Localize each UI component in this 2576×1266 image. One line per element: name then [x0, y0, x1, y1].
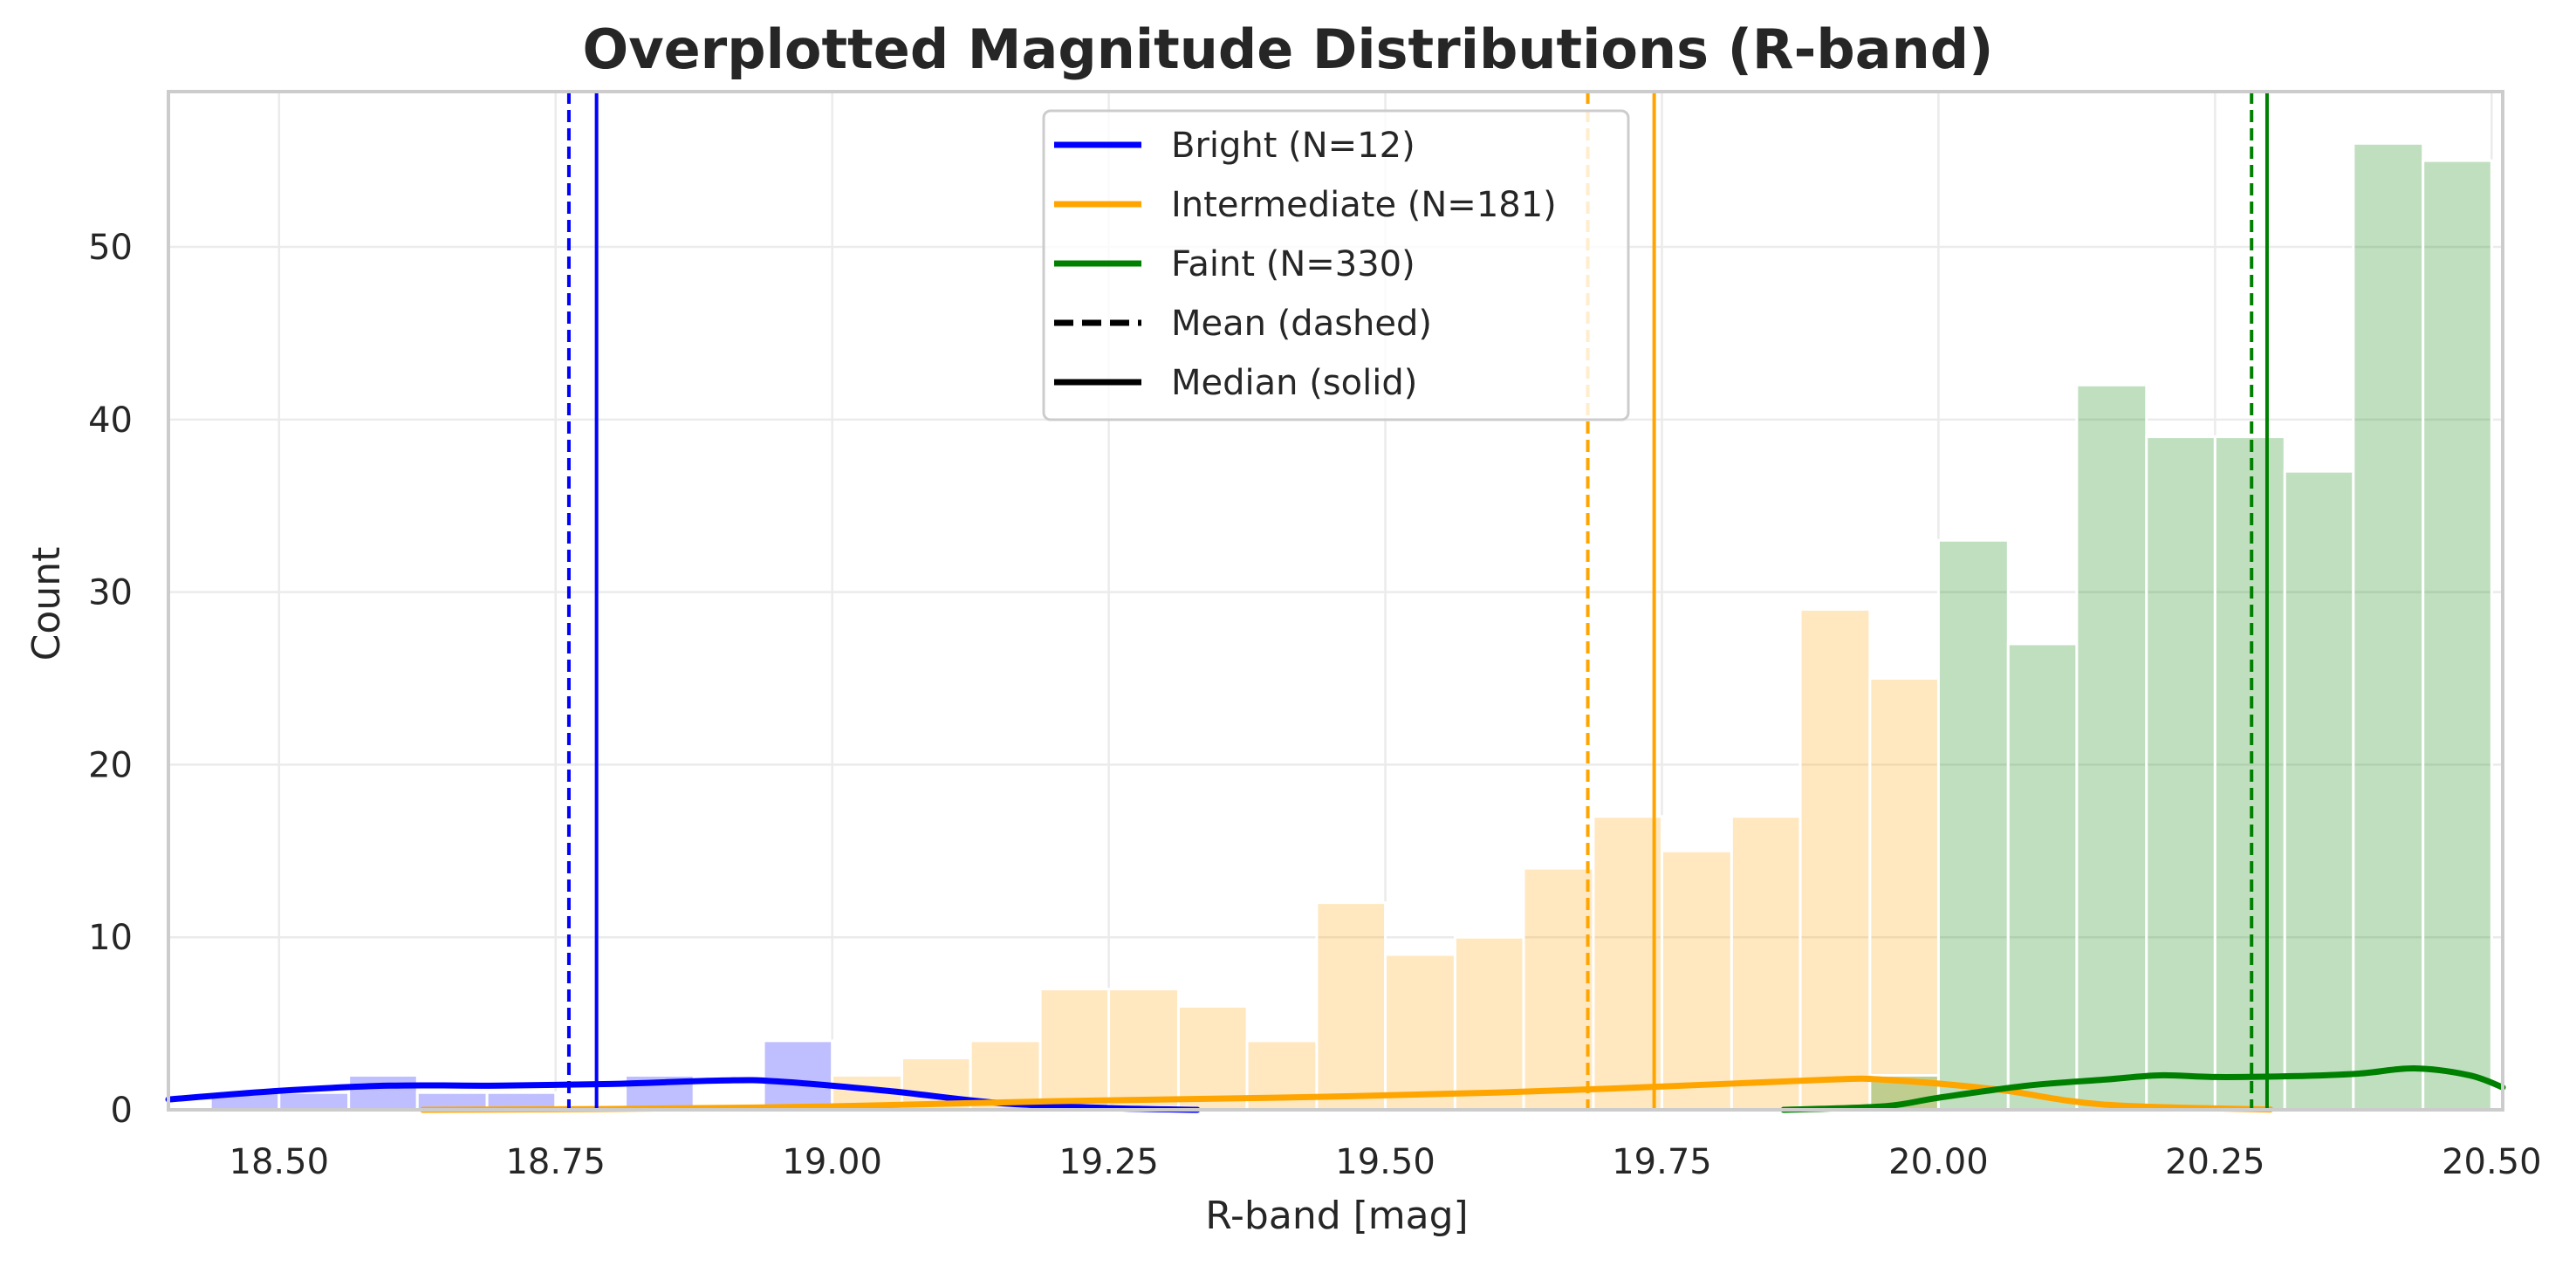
- histogram-bar: [2075, 383, 2148, 1112]
- histogram-bar: [1453, 935, 1525, 1112]
- x-tick-label: 19.50: [1335, 1142, 1435, 1182]
- legend-label: Bright (N=12): [1171, 126, 1415, 166]
- histogram-bar: [1660, 849, 1733, 1112]
- histogram-bar: [1038, 988, 1111, 1112]
- chart-title: Overplotted Magnitude Distributions (R-b…: [583, 17, 1994, 81]
- legend-label: Faint (N=330): [1171, 244, 1415, 284]
- histogram-bar: [1868, 677, 1940, 1112]
- plot-frame: [167, 90, 2504, 1112]
- histogram-bar: [2145, 435, 2216, 1112]
- legend-box: [1042, 109, 1630, 421]
- histogram-bar: [1730, 815, 1802, 1112]
- y-tick-labels: 0 10 20 30 40 50: [88, 228, 133, 1131]
- x-tick-label: 19.25: [1058, 1142, 1159, 1182]
- kde-curve: [1780, 1065, 2506, 1113]
- x-tick-labels: 18.50 18.75 19.00 19.25 19.50 19.75 20.00 20.25…: [230, 1142, 2542, 1182]
- y-tick-label: 10: [88, 918, 133, 958]
- y-axis-label: Count: [24, 547, 69, 661]
- kde-curves: [165, 1065, 2506, 1113]
- x-axis-label: R-band [mag]: [1205, 1194, 1468, 1238]
- legend-label: Intermediate (N=181): [1171, 185, 1557, 225]
- x-tick-label: 20.50: [2442, 1142, 2542, 1182]
- histogram-bar: [2352, 141, 2425, 1112]
- x-tick-label: 19.00: [782, 1142, 882, 1182]
- legend-label: Mean (dashed): [1171, 304, 1432, 344]
- kde-curve: [165, 1077, 1201, 1113]
- x-tick-label: 20.25: [2165, 1142, 2265, 1182]
- histogram-bar: [2422, 159, 2493, 1112]
- x-tick-label: 18.75: [505, 1142, 606, 1182]
- histogram-bar: [277, 1091, 351, 1112]
- x-tick-label: 19.75: [1612, 1142, 1712, 1182]
- histogram-bar: [1384, 953, 1456, 1112]
- legend: Bright (N=12) Intermediate (N=181) Faint (…: [1042, 109, 1630, 421]
- y-tick-label: 0: [111, 1091, 133, 1131]
- x-tick-label: 20.00: [1888, 1142, 1989, 1182]
- legend-label: Median (solid): [1171, 363, 1417, 403]
- histogram-bar: [1107, 988, 1180, 1112]
- histogram-bar: [1522, 866, 1595, 1112]
- histogram-bar: [347, 1073, 419, 1112]
- y-tick-label: 50: [88, 228, 133, 268]
- y-tick-label: 30: [88, 573, 133, 613]
- histogram-bar: [1176, 1004, 1249, 1112]
- histogram-bar: [2283, 469, 2355, 1112]
- histogram-bar: [1315, 901, 1387, 1112]
- y-tick-label: 20: [88, 745, 133, 785]
- histogram-bar: [762, 1039, 834, 1112]
- y-tick-label: 40: [88, 400, 133, 441]
- histogram-bar: [1936, 538, 2010, 1112]
- histogram-bar: [1798, 607, 1872, 1112]
- histogram-bar: [1592, 815, 1663, 1112]
- x-tick-label: 18.50: [230, 1142, 330, 1182]
- histogram-bar: [2006, 642, 2079, 1112]
